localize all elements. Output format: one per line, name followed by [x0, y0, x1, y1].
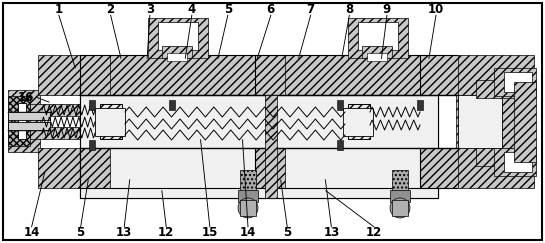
Bar: [238, 190, 258, 202]
Bar: [420, 55, 458, 95]
Text: 13: 13: [323, 226, 340, 239]
Text: 9: 9: [383, 3, 391, 16]
Bar: [8, 122, 50, 130]
Text: 5: 5: [283, 226, 292, 239]
Bar: [504, 152, 532, 172]
Text: 13: 13: [116, 226, 132, 239]
Bar: [30, 127, 82, 139]
Bar: [167, 53, 187, 61]
Bar: [348, 18, 408, 58]
Bar: [38, 55, 458, 95]
Bar: [392, 200, 408, 216]
Text: 8: 8: [345, 3, 354, 16]
Bar: [420, 148, 458, 188]
Bar: [348, 104, 370, 139]
Bar: [80, 95, 438, 148]
Text: 12: 12: [366, 226, 382, 239]
Bar: [458, 95, 502, 148]
Bar: [255, 148, 285, 188]
Bar: [80, 55, 110, 95]
Text: 5: 5: [76, 226, 85, 239]
Bar: [390, 190, 410, 202]
Bar: [80, 148, 110, 188]
Bar: [80, 95, 438, 198]
Bar: [456, 55, 534, 188]
Bar: [158, 22, 198, 50]
Bar: [255, 55, 285, 95]
Text: 14: 14: [240, 226, 256, 239]
Bar: [343, 108, 373, 136]
Bar: [358, 22, 398, 50]
Bar: [89, 100, 95, 110]
Bar: [8, 112, 50, 120]
Circle shape: [238, 198, 258, 218]
Text: 5: 5: [223, 3, 232, 16]
Circle shape: [390, 198, 410, 218]
Text: 3: 3: [146, 3, 154, 16]
Text: 1: 1: [55, 3, 63, 16]
Bar: [162, 46, 192, 58]
Bar: [504, 72, 532, 92]
Bar: [148, 18, 208, 58]
Text: 16: 16: [18, 91, 34, 104]
Bar: [476, 80, 516, 98]
Text: 12: 12: [158, 226, 174, 239]
Bar: [38, 148, 458, 188]
Bar: [514, 82, 536, 162]
Text: 6: 6: [267, 3, 275, 16]
Bar: [240, 170, 256, 205]
Text: 7: 7: [307, 3, 314, 16]
Bar: [494, 68, 536, 96]
Bar: [417, 100, 423, 110]
Text: 4: 4: [187, 3, 196, 16]
Bar: [30, 104, 82, 116]
Bar: [494, 148, 536, 176]
Bar: [362, 46, 392, 58]
Bar: [265, 95, 277, 198]
Bar: [367, 53, 387, 61]
Text: 2: 2: [107, 3, 114, 16]
Bar: [100, 104, 122, 139]
Bar: [89, 140, 95, 150]
Bar: [240, 200, 256, 216]
Bar: [95, 108, 125, 136]
Bar: [8, 90, 40, 152]
Text: 15: 15: [202, 226, 218, 239]
Text: 14: 14: [23, 226, 40, 239]
Bar: [476, 148, 516, 166]
Bar: [18, 103, 26, 139]
Bar: [169, 100, 175, 110]
Bar: [392, 170, 408, 205]
Bar: [337, 100, 343, 110]
Bar: [8, 96, 30, 146]
Bar: [337, 140, 343, 150]
Text: 10: 10: [428, 3, 444, 16]
Bar: [80, 148, 438, 198]
